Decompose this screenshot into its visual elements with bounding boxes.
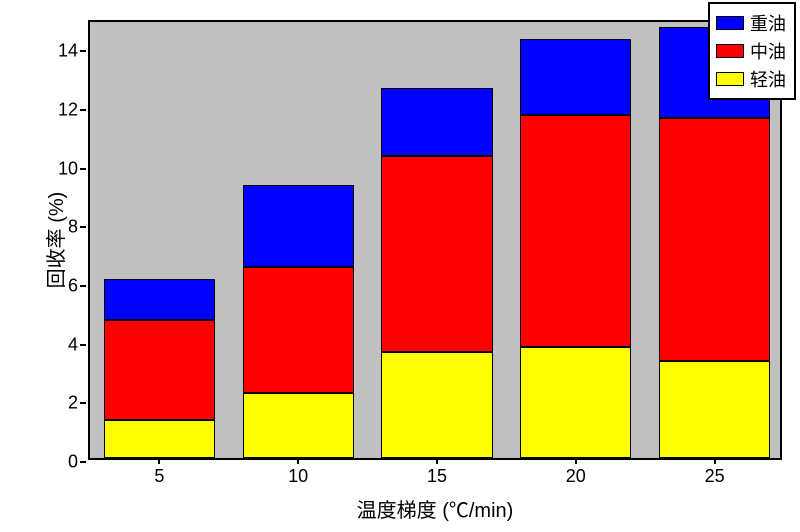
bar-segment (659, 118, 770, 361)
legend-item: 重油 (716, 10, 786, 36)
bar-segment (520, 39, 631, 115)
chart-stage: 回收率 (%) 02468101214510152025 温度梯度 (℃/min… (0, 0, 800, 532)
y-axis-label: 回收率 (%) (40, 192, 69, 289)
plot-area: 02468101214510152025 (88, 20, 782, 460)
y-tick (80, 109, 86, 111)
bar-segment (243, 393, 354, 458)
y-tick (80, 461, 86, 463)
y-tick-label: 8 (68, 217, 78, 238)
x-tick (297, 458, 299, 464)
y-tick (80, 402, 86, 404)
y-tick (80, 168, 86, 170)
x-tick (158, 458, 160, 464)
x-tick-label: 10 (288, 466, 308, 487)
x-tick-label: 20 (566, 466, 586, 487)
bar-segment (243, 185, 354, 267)
bar-segment (381, 156, 492, 353)
y-tick-label: 6 (68, 276, 78, 297)
bar-segment (520, 347, 631, 458)
bar-segment (104, 279, 215, 320)
legend: 重油中油轻油 (708, 2, 796, 100)
y-tick-label: 4 (68, 334, 78, 355)
legend-item: 轻油 (716, 66, 786, 92)
y-tick-label: 14 (58, 41, 78, 62)
x-tick-label: 5 (154, 466, 164, 487)
bar-segment (104, 320, 215, 420)
x-axis-label: 温度梯度 (℃/min) (88, 494, 782, 523)
legend-swatch (716, 16, 744, 30)
legend-label: 中油 (750, 38, 786, 64)
bar-group (520, 18, 631, 458)
y-tick (80, 344, 86, 346)
y-tick-label: 10 (58, 158, 78, 179)
y-tick (80, 226, 86, 228)
y-tick-label: 2 (68, 393, 78, 414)
bar-segment (520, 115, 631, 347)
y-tick (80, 50, 86, 52)
legend-label: 轻油 (750, 66, 786, 92)
bar-segment (381, 352, 492, 458)
bar-segment (104, 420, 215, 458)
x-tick (714, 458, 716, 464)
x-tick (436, 458, 438, 464)
legend-swatch (716, 44, 744, 58)
y-tick-label: 12 (58, 100, 78, 121)
bar-group (104, 18, 215, 458)
bar-segment (659, 361, 770, 458)
bar-segment (381, 88, 492, 155)
x-tick (575, 458, 577, 464)
legend-label: 重油 (750, 10, 786, 36)
bar-segment (243, 267, 354, 393)
x-tick-label: 25 (705, 466, 725, 487)
bar-group (243, 18, 354, 458)
x-tick-label: 15 (427, 466, 447, 487)
legend-swatch (716, 72, 744, 86)
y-tick-label: 0 (68, 452, 78, 473)
y-tick (80, 285, 86, 287)
bar-group (381, 18, 492, 458)
legend-item: 中油 (716, 38, 786, 64)
